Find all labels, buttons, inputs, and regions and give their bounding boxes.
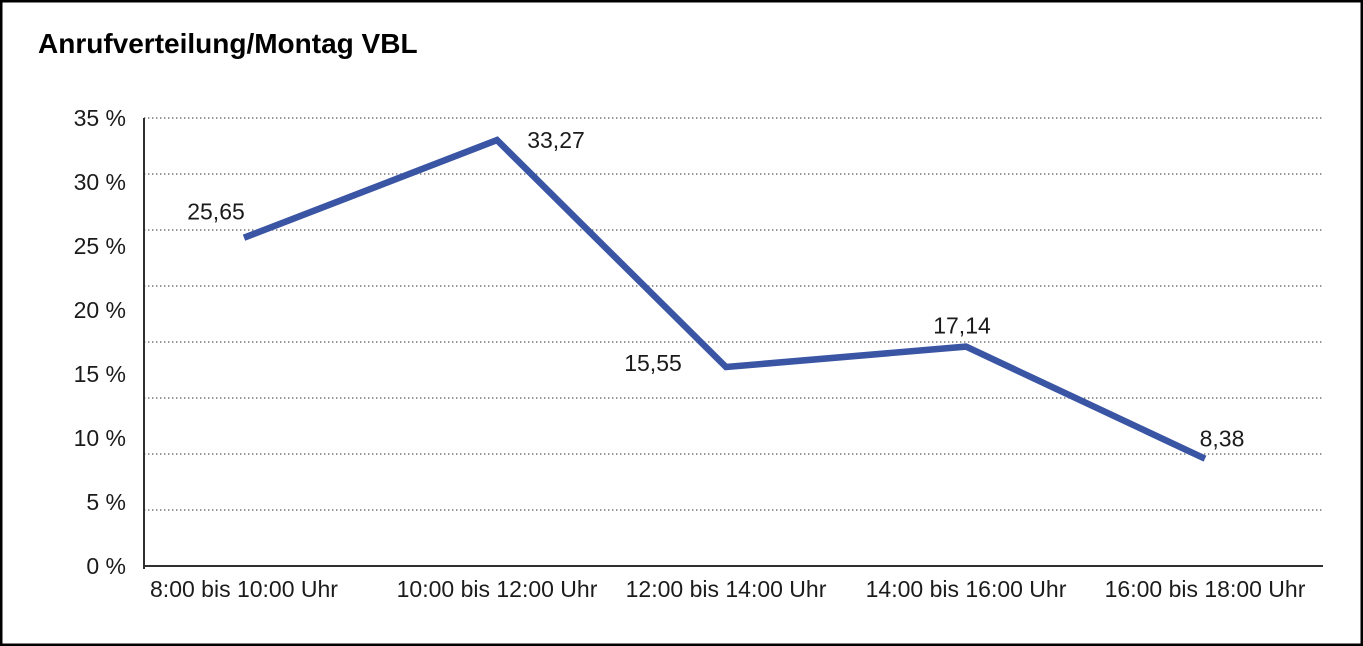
data-value-label: 8,38 [1200,426,1245,452]
x-axis-tick-label: 10:00 bis 12:00 Uhr [397,576,598,602]
x-axis-tick-label: 12:00 bis 14:00 Uhr [626,576,827,602]
y-axis-tick-label: 15 % [74,361,126,387]
data-value-label: 25,65 [187,199,245,225]
x-axis-tick-label: 16:00 bis 18:00 Uhr [1105,576,1306,602]
x-axis-tick-label: 14:00 bis 16:00 Uhr [866,576,1067,602]
y-axis-tick-label: 20 % [74,297,126,323]
series-line [242,136,1207,462]
y-axis-tick-label: 0 % [86,553,126,579]
y-axis-labels: 35 % 30 % 25 % 20 % 15 % 10 % 5 % 0 % [74,105,126,579]
chart-title: Anrufverteilung/Montag VBL [38,28,418,59]
data-value-label: 33,27 [527,127,585,153]
y-axis-tick-label: 10 % [74,425,126,451]
y-axis-tick-label: 30 % [74,169,126,195]
data-series [242,136,1207,462]
axes [143,118,1323,569]
y-axis-tick-label: 5 % [86,489,126,515]
data-value-label: 17,14 [933,313,991,339]
x-axis-labels: 8:00 bis 10:00 Uhr 10:00 bis 12:00 Uhr 12:… [150,576,1306,602]
y-axis-tick-label: 25 % [74,233,126,259]
x-axis-tick-label: 8:00 bis 10:00 Uhr [150,576,338,602]
data-value-label: 15,55 [624,350,682,376]
gridlines [144,117,1323,511]
y-axis-tick-label: 35 % [74,105,126,131]
data-value-labels: 25,65 33,27 15,55 17,14 8,38 [187,127,1244,452]
